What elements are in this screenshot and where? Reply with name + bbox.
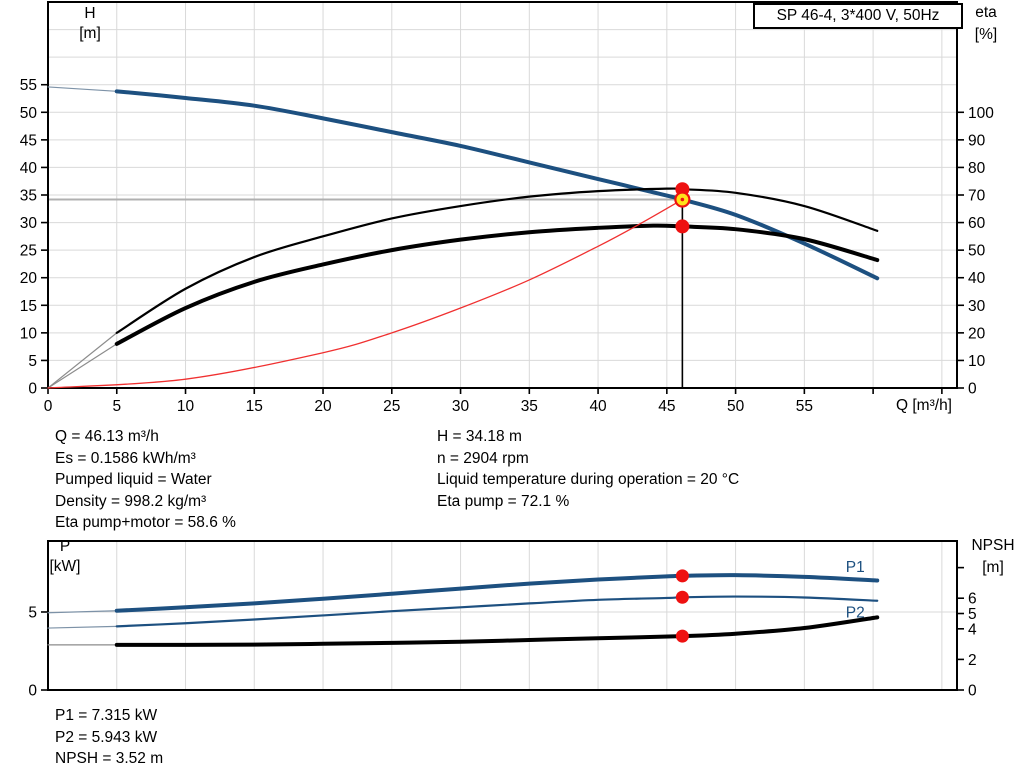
svg-text:10: 10: [968, 353, 986, 370]
info-liquid: Pumped liquid = Water: [55, 471, 212, 488]
svg-text:5: 5: [28, 604, 37, 621]
svg-text:55: 55: [20, 77, 37, 94]
svg-text:4: 4: [968, 621, 977, 638]
pump-title-box: SP 46-4, 3*400 V, 50Hz: [753, 3, 963, 29]
svg-text:0: 0: [968, 683, 977, 700]
svg-text:5: 5: [28, 353, 37, 370]
info-speed: n = 2904 rpm: [437, 449, 529, 467]
svg-text:40: 40: [589, 398, 607, 415]
p-axis-unit: [kW]: [49, 558, 81, 575]
npsh-axis-unit: [m]: [982, 559, 1004, 576]
svg-text:10: 10: [20, 325, 38, 342]
q-axis-title: Q [m³/h]: [896, 397, 952, 414]
svg-text:30: 30: [452, 398, 470, 415]
info-eta-pump-motor: Eta pump+motor = 58.6 %: [55, 514, 236, 531]
svg-text:30: 30: [20, 215, 38, 232]
svg-text:20: 20: [968, 325, 986, 342]
svg-text:50: 50: [727, 398, 745, 415]
svg-text:40: 40: [20, 160, 38, 177]
svg-text:2: 2: [968, 652, 977, 669]
svg-text:0: 0: [28, 381, 37, 398]
svg-text:P1: P1: [846, 559, 865, 576]
svg-text:30: 30: [968, 298, 986, 315]
svg-text:45: 45: [20, 132, 37, 149]
svg-text:80: 80: [968, 160, 986, 177]
svg-text:5: 5: [968, 606, 977, 623]
results-block: P1 = 7.315 kW P2 = 5.943 kW NPSH = 3.52 …: [55, 705, 163, 770]
info-h: H = 34.18 m: [437, 428, 522, 445]
svg-text:55: 55: [796, 398, 813, 415]
svg-text:90: 90: [968, 132, 986, 149]
svg-text:70: 70: [968, 188, 986, 205]
svg-text:45: 45: [658, 398, 675, 415]
svg-text:35: 35: [521, 398, 538, 415]
svg-text:20: 20: [20, 270, 38, 287]
svg-text:40: 40: [968, 270, 986, 287]
svg-text:100: 100: [968, 105, 994, 122]
info-block-right: H = 34.18 m n = 2904 rpm Liquid temperat…: [437, 426, 739, 512]
result-p2: P2 = 5.943 kW: [55, 728, 158, 746]
info-q: Q = 46.13 m³/h: [55, 428, 159, 445]
svg-text:10: 10: [177, 398, 195, 415]
svg-text:35: 35: [20, 188, 37, 205]
svg-text:20: 20: [314, 398, 332, 415]
svg-text:60: 60: [968, 215, 986, 232]
eta-axis-title: eta: [975, 4, 997, 21]
svg-text:5: 5: [112, 398, 121, 415]
result-p1: P1 = 7.315 kW: [55, 707, 158, 724]
h-axis-unit: [m]: [79, 25, 101, 42]
info-eta-pump: Eta pump = 72.1 %: [437, 492, 570, 510]
svg-text:15: 15: [20, 298, 37, 315]
svg-text:25: 25: [20, 243, 37, 260]
svg-text:0: 0: [44, 398, 53, 415]
svg-text:50: 50: [20, 105, 38, 122]
info-es: Es = 0.1586 kWh/m³: [55, 449, 196, 467]
h-axis-title: H: [84, 5, 96, 22]
npsh-axis-title: NPSH: [971, 537, 1015, 554]
result-npsh: NPSH = 3.52 m: [55, 750, 164, 767]
p-axis-title: P: [59, 538, 71, 555]
info-density: Density = 998.2 kg/m³: [55, 492, 207, 510]
info-temperature: Liquid temperature during operation = 20…: [437, 471, 740, 488]
svg-text:P2: P2: [846, 605, 865, 622]
svg-text:15: 15: [246, 398, 263, 415]
eta-axis-unit: [%]: [974, 26, 998, 43]
svg-text:25: 25: [383, 398, 400, 415]
info-block-left: Q = 46.13 m³/h Es = 0.1586 kWh/m³ Pumped…: [55, 426, 236, 534]
svg-text:0: 0: [968, 381, 977, 398]
svg-text:50: 50: [968, 243, 986, 260]
svg-text:6: 6: [968, 591, 977, 608]
svg-text:0: 0: [28, 683, 37, 700]
